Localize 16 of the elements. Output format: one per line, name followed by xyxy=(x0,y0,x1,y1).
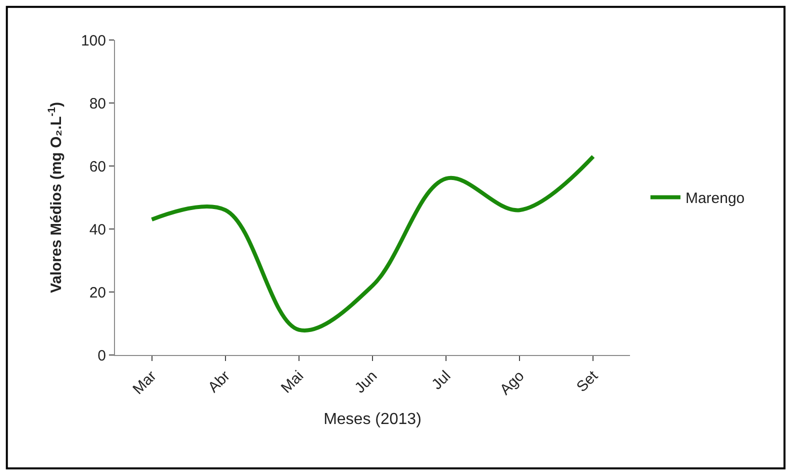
x-tick-label: Mai xyxy=(278,368,308,397)
x-axis-title: Meses (2013) xyxy=(324,411,422,428)
x-tick-label: Abr xyxy=(204,368,234,396)
y-tick-label: 60 xyxy=(89,158,106,176)
x-tick-label: Mar xyxy=(130,368,160,398)
legend-label: Marengo xyxy=(685,190,745,208)
y-tick-label: 80 xyxy=(89,95,106,112)
y-tick-label: 100 xyxy=(80,32,106,50)
y-tick-label: 0 xyxy=(98,347,106,364)
x-tick-label: Jun xyxy=(352,368,381,397)
y-tick-label: 40 xyxy=(89,221,106,238)
line-series xyxy=(150,154,596,332)
x-tick-label: Set xyxy=(573,367,602,396)
x-tick-label: Jul xyxy=(428,368,454,394)
y-tick-label: 20 xyxy=(89,284,106,302)
x-tick-label: Ago xyxy=(496,368,528,399)
